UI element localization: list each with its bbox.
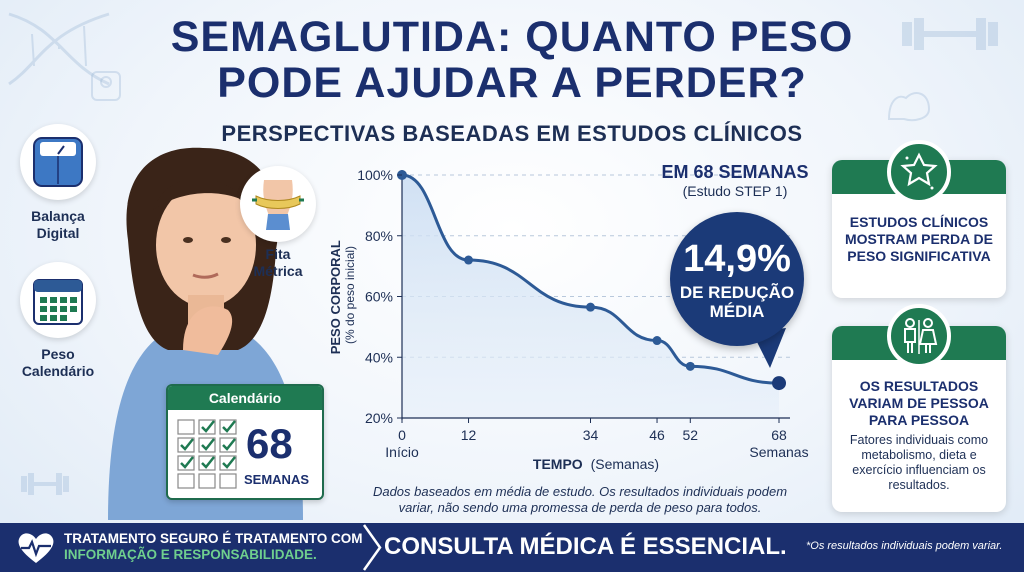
dumbbell-icon [902, 18, 998, 50]
people-icon [887, 304, 951, 368]
tape-measure-icon [252, 180, 304, 230]
callout-header: EM 68 SEMANAS (Estudo STEP 1) [655, 162, 815, 199]
x-tick-label: 46 [649, 427, 665, 443]
x-tick-label: 52 [683, 427, 699, 443]
info-card-variation-desc: Fatores individuais como metabolismo, di… [849, 433, 989, 492]
y-axis-label-sub: (% do peso inicial) [343, 246, 357, 344]
calendar-card: Calendário 68 SEMANAS [166, 384, 324, 500]
dumbbell-small-icon [21, 473, 69, 495]
small-scale-icon [91, 71, 121, 101]
callout-bubble: 14,9% DE REDUÇÃO MÉDIA [670, 212, 804, 346]
footer-line1: TRATAMENTO SEGURO É TRATAMENTO COM [64, 531, 363, 546]
y-tick-label: 20% [365, 410, 393, 426]
scale-icon [33, 137, 83, 187]
callout-text: DE REDUÇÃO MÉDIA [679, 283, 795, 321]
x-tick-label: 68 [771, 427, 787, 443]
y-tick-label: 80% [365, 228, 393, 244]
footer-main-message: CONSULTA MÉDICA É ESSENCIAL. [384, 533, 787, 560]
chevron-right-icon [362, 524, 382, 571]
x-tick-label: 34 [583, 427, 599, 443]
info-card-studies-title: ESTUDOS CLÍNICOS MOSTRAM PERDA DE PESO S… [844, 214, 994, 264]
footer-message: TRATAMENTO SEGURO É TRATAMENTO COM INFOR… [64, 531, 363, 563]
data-point [772, 376, 786, 391]
calendar-icon [33, 279, 83, 325]
scale-circle [20, 124, 96, 200]
chart-series-line [401, 173, 780, 385]
callout-study: (Estudo STEP 1) [682, 183, 788, 199]
y-tick-label: 100% [357, 167, 393, 183]
footer-line2: INFORMAÇÃO E RESPONSABILIDADE. [64, 547, 317, 562]
y-axis-label: PESO CORPORAL (% do peso inicial) [327, 236, 357, 355]
tape-label: Fita Métrica [253, 246, 303, 279]
y-tick-label: 60% [365, 289, 393, 305]
calendar-card-header: Calendário [168, 386, 322, 410]
y-tick-label: 40% [365, 349, 393, 365]
chart-note: Dados baseados em média de estudo. Os re… [372, 484, 788, 515]
dna-icon [8, 12, 110, 86]
chart-area-fill [402, 175, 779, 418]
footer-bar: TRATAMENTO SEGURO É TRATAMENTO COM INFOR… [0, 523, 1024, 572]
stomach-icon [887, 92, 931, 122]
data-point [652, 336, 662, 346]
x-tick-sublabel: Início [385, 444, 419, 460]
data-point [685, 361, 695, 371]
data-point [586, 302, 595, 312]
page-subtitle: PERSPECTIVAS BASEADAS EM ESTUDOS CLÍNICO… [221, 121, 803, 146]
y-axis-label-main: PESO CORPORAL [328, 240, 343, 354]
x-tick-label: 0 [398, 427, 406, 443]
calendar-label: Peso Calendário [21, 346, 95, 379]
x-tick-sublabel: Semanas [749, 444, 808, 460]
footer-disclaimer: *Os resultados individuais podem variar. [806, 540, 1003, 552]
star-badge-icon [887, 140, 951, 204]
scale-label: Balança Digital [31, 208, 85, 241]
calendar-weeks-unit: SEMANAS [244, 472, 310, 487]
checkbox-grid-icon [177, 419, 237, 489]
info-card-variation-title: OS RESULTADOS VARIAM DE PESSOA PARA PESS… [849, 378, 989, 428]
page-title: SEMAGLUTIDA: QUANTO PESO PODE AJUDAR A P… [170, 13, 854, 107]
x-axis-label-main: TEMPO [533, 456, 583, 472]
calendar-circle [20, 262, 96, 338]
data-point [464, 255, 474, 265]
heart-pulse-icon [18, 533, 54, 563]
tape-circle [240, 166, 316, 242]
x-tick-label: 12 [461, 427, 477, 443]
callout-value: 14,9% [683, 238, 791, 280]
calendar-weeks-number: 68 [246, 420, 293, 467]
x-axis-label-sub: (Semanas) [591, 456, 659, 472]
x-axis-label: TEMPO (Semanas) [533, 456, 659, 472]
callout-weeks: EM 68 SEMANAS [661, 162, 809, 182]
